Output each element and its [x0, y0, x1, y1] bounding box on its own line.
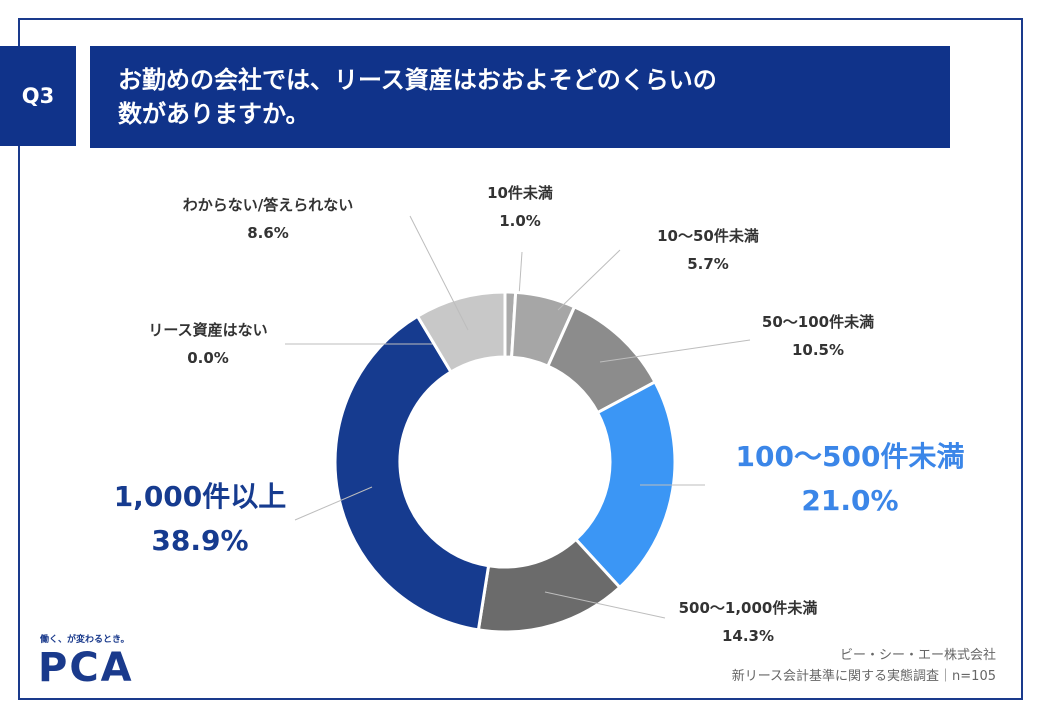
slice-value-label: 0.0% [187, 349, 229, 367]
leader-line [544, 591, 666, 619]
donut-slice [333, 314, 491, 632]
donut-slice [415, 290, 507, 375]
logo-tagline: 働く、が変わるとき。 [40, 635, 130, 645]
slice-label: 10件未満 [487, 184, 553, 202]
slice-label: わからない/答えられない [183, 196, 353, 214]
question-title: お勤めの会社では、リース資産はおおよそどのくらいの 数がありますか。 [90, 46, 950, 148]
leader-line [409, 215, 469, 331]
slice-label: リース資産はない [148, 321, 267, 339]
slice-label: 100〜500件未満 [736, 440, 965, 473]
slice-value-label: 38.9% [151, 524, 248, 557]
slice-value-label: 21.0% [801, 484, 898, 517]
source-company: ビー・シー・エー株式会社 [839, 648, 996, 663]
slice-value-label: 10.5% [792, 341, 844, 359]
source-survey: 新リース会計基準に関する実態調査｜n=105 [731, 669, 996, 684]
slice-label: 500〜1,000件未満 [679, 599, 818, 617]
slice-value-label: 14.3% [722, 627, 774, 645]
slice-label: 1,000件以上 [114, 480, 287, 513]
slice-label: 10〜50件未満 [657, 227, 759, 245]
slice-label: 50〜100件未満 [762, 313, 874, 331]
leader-line [294, 486, 373, 521]
leader-line [599, 339, 751, 363]
source-note: ビー・シー・エー株式会社 新リース会計基準に関する実態調査｜n=105 [732, 645, 996, 687]
slice-value-label: 1.0% [499, 212, 541, 230]
question-title-line1: お勤めの会社では、リース資産はおおよそどのくらいの [118, 66, 717, 94]
slide-frame [18, 18, 1023, 700]
pca-logo: PCA [38, 645, 134, 691]
question-tag: Q3 [0, 46, 76, 146]
leader-line [557, 249, 621, 311]
question-title-line2: 数がありますか。 [118, 100, 310, 128]
slice-value-label: 8.6% [247, 224, 289, 242]
slice-value-label: 5.7% [687, 255, 729, 273]
